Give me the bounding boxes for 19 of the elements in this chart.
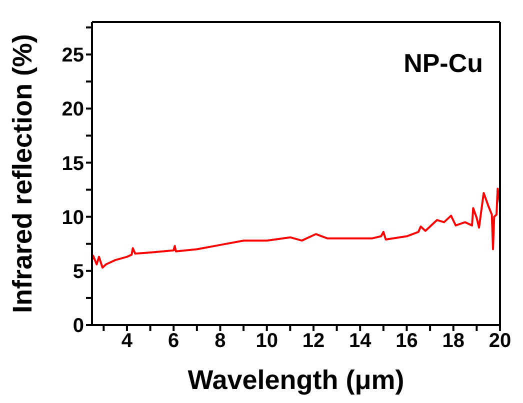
x-tick-label: 20 — [488, 330, 512, 352]
y-tick-label: 10 — [62, 206, 84, 229]
y-tick-label: 5 — [72, 260, 84, 283]
y-tick-label: 0 — [72, 315, 84, 338]
y-tick-label: 20 — [62, 98, 84, 121]
y-tick-label: 15 — [62, 152, 84, 175]
line-series — [92, 188, 500, 269]
x-tick-label: 12 — [302, 330, 325, 352]
x-tick-label: 18 — [442, 330, 464, 352]
x-tick-label: 16 — [396, 330, 418, 352]
y-tick-label: 25 — [62, 44, 84, 67]
x-tick-label: 8 — [214, 330, 226, 352]
annotation: NP-Cu — [404, 48, 483, 79]
x-tick-label: 4 — [121, 330, 134, 352]
x-tick-label: 10 — [256, 330, 278, 352]
x-axis-title: Wavelength (μm) — [188, 365, 404, 395]
y-axis-title: Infrared reflection (%) — [8, 34, 38, 314]
x-tick-label: 14 — [348, 330, 372, 352]
x-tick-label: 6 — [168, 330, 180, 352]
